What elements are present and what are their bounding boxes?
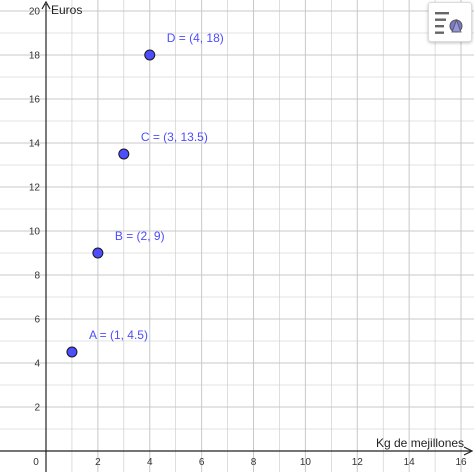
y-tick-label: 8 bbox=[34, 271, 40, 282]
x-axis-arrow bbox=[463, 446, 474, 456]
y-axis-label: Euros bbox=[51, 3, 82, 17]
point-label-D[interactable]: D = (4, 18) bbox=[167, 31, 224, 45]
x-tick-label: 4 bbox=[147, 457, 153, 468]
tick-labels: 0 2 4 6 8 10 12 14 16 2 4 6 8 10 12 14 16 18 20 bbox=[29, 7, 467, 469]
point-C[interactable] bbox=[118, 148, 130, 160]
point-D[interactable] bbox=[144, 49, 156, 61]
style-bar-toggle-icon bbox=[435, 12, 463, 34]
y-tick-label: 14 bbox=[29, 139, 41, 150]
y-tick-label: 4 bbox=[34, 359, 40, 370]
x-tick-label: 14 bbox=[404, 457, 416, 468]
y-axis-arrow bbox=[41, 0, 51, 10]
y-tick-label: 12 bbox=[29, 183, 41, 194]
y-tick-label: 16 bbox=[29, 95, 41, 106]
y-tick-label: 18 bbox=[29, 51, 41, 62]
x-tick-label: 2 bbox=[95, 457, 101, 468]
point-label-C[interactable]: C = (3, 13.5) bbox=[141, 130, 208, 144]
point-label-B[interactable]: B = (2, 9) bbox=[115, 229, 165, 243]
x-tick-label: 16 bbox=[455, 457, 467, 468]
x-tick-label: 0 bbox=[33, 457, 39, 468]
points: A = (1, 4.5) B = (2, 9) C = (3, 13.5) D = (… bbox=[66, 31, 224, 358]
point-label-A[interactable]: A = (1, 4.5) bbox=[89, 328, 148, 342]
y-tick-label: 6 bbox=[34, 315, 40, 326]
y-tick-label: 20 bbox=[29, 7, 41, 18]
point-A[interactable] bbox=[66, 346, 78, 358]
point-B[interactable] bbox=[92, 247, 104, 259]
y-tick-label: 2 bbox=[34, 403, 40, 414]
x-tick-label: 6 bbox=[199, 457, 205, 468]
x-tick-label: 12 bbox=[352, 457, 364, 468]
y-tick-label: 10 bbox=[29, 227, 41, 238]
x-tick-label: 10 bbox=[300, 457, 312, 468]
x-axis-label: Kg de mejillones bbox=[376, 436, 464, 450]
x-tick-label: 8 bbox=[251, 457, 257, 468]
style-bar-toggle-button[interactable] bbox=[428, 2, 472, 42]
